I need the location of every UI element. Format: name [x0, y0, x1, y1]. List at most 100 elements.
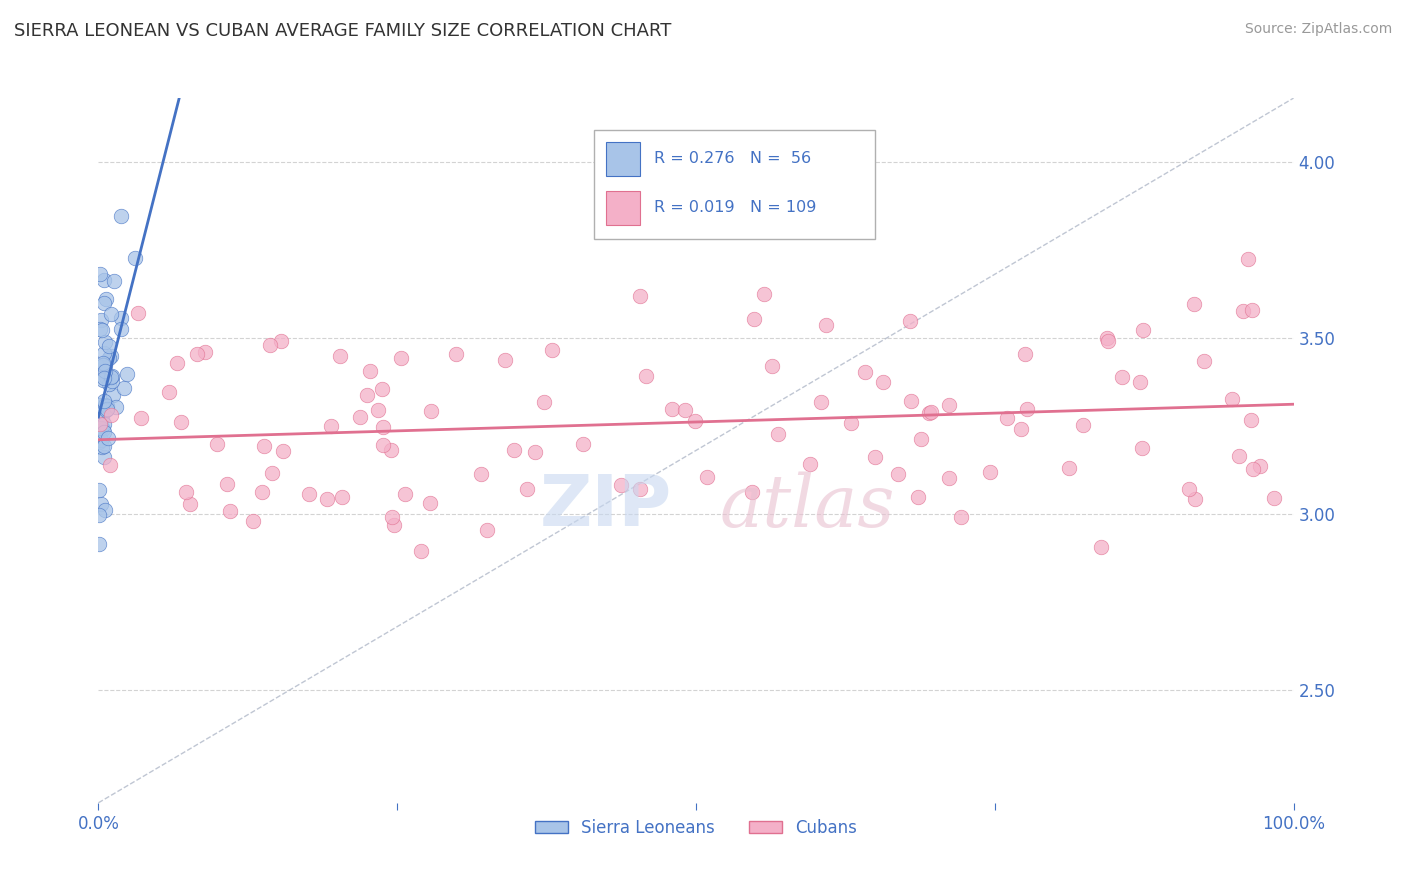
Point — [1132, 323, 1154, 337]
Point — [90, 323, 112, 337]
Point — [1232, 304, 1254, 318]
Point — [1095, 331, 1118, 345]
Point — [127, 306, 149, 320]
Point — [103, 274, 125, 288]
Point — [900, 394, 922, 409]
Bar — [606, 191, 640, 225]
Point — [115, 367, 138, 381]
Point — [90, 421, 112, 435]
Point — [1249, 458, 1271, 473]
Point — [321, 418, 343, 433]
Point — [1010, 422, 1032, 436]
Point — [96, 399, 118, 413]
Point — [100, 370, 122, 384]
Point — [94, 364, 117, 378]
Point — [271, 443, 294, 458]
Point — [810, 394, 832, 409]
Point — [94, 292, 117, 306]
Point — [610, 478, 633, 492]
Point — [97, 339, 120, 353]
Point — [91, 440, 114, 454]
Point — [741, 485, 763, 500]
Point — [131, 411, 153, 425]
Point — [93, 273, 115, 287]
Point — [367, 403, 389, 417]
Point — [995, 411, 1018, 425]
Point — [1097, 334, 1119, 348]
Point — [1014, 347, 1036, 361]
Point — [409, 544, 432, 558]
Point — [503, 443, 526, 458]
Point — [91, 356, 114, 370]
Point — [93, 334, 115, 349]
Point — [938, 398, 960, 412]
Point — [89, 417, 111, 431]
Point — [94, 398, 117, 412]
Point — [166, 356, 188, 370]
Point — [93, 345, 115, 359]
Point — [470, 467, 492, 482]
Point — [394, 487, 416, 501]
Point — [179, 497, 201, 511]
Point — [1237, 252, 1260, 266]
Point — [215, 477, 238, 491]
Point — [89, 321, 111, 335]
Point — [1090, 540, 1112, 554]
Point — [696, 470, 718, 484]
Point — [91, 358, 114, 372]
Text: SIERRA LEONEAN VS CUBAN AVERAGE FAMILY SIZE CORRELATION CHART: SIERRA LEONEAN VS CUBAN AVERAGE FAMILY S… — [14, 22, 672, 40]
Point — [630, 483, 652, 497]
Point — [89, 267, 111, 281]
Point — [853, 365, 876, 379]
Point — [91, 422, 114, 436]
Point — [93, 371, 115, 385]
Point — [419, 496, 441, 510]
Point — [475, 523, 498, 537]
Point — [90, 410, 112, 425]
Point — [97, 431, 120, 445]
Point — [1227, 449, 1250, 463]
Point — [96, 401, 118, 416]
Point — [259, 338, 281, 352]
Point — [262, 466, 284, 480]
Point — [93, 439, 115, 453]
Point — [157, 385, 180, 400]
Point — [110, 322, 132, 336]
Point — [89, 435, 111, 450]
Point — [380, 443, 402, 458]
Point — [87, 537, 110, 551]
Point — [90, 433, 112, 447]
Point — [1057, 461, 1080, 475]
Point — [799, 457, 821, 471]
Point — [359, 364, 381, 378]
Point — [100, 350, 122, 364]
Point — [91, 358, 114, 372]
Point — [1263, 491, 1285, 506]
Point — [938, 471, 960, 485]
Point — [207, 437, 229, 451]
FancyBboxPatch shape — [595, 130, 875, 239]
Point — [298, 486, 321, 500]
Legend: Sierra Leoneans, Cubans: Sierra Leoneans, Cubans — [529, 813, 863, 844]
Point — [949, 510, 972, 524]
Point — [110, 310, 132, 325]
Point — [89, 398, 111, 412]
Point — [766, 426, 789, 441]
Point — [101, 369, 124, 384]
Point — [979, 465, 1001, 479]
Point — [186, 347, 208, 361]
Point — [381, 509, 404, 524]
Point — [1182, 297, 1205, 311]
Point — [349, 410, 371, 425]
Point — [918, 406, 941, 420]
Point — [242, 514, 264, 528]
Point — [523, 445, 546, 459]
Point — [1241, 303, 1264, 318]
Point — [90, 497, 112, 511]
Point — [94, 503, 117, 517]
Point — [93, 425, 115, 440]
Point — [742, 312, 765, 326]
Point — [444, 346, 467, 360]
Point — [533, 394, 555, 409]
Point — [112, 381, 135, 395]
